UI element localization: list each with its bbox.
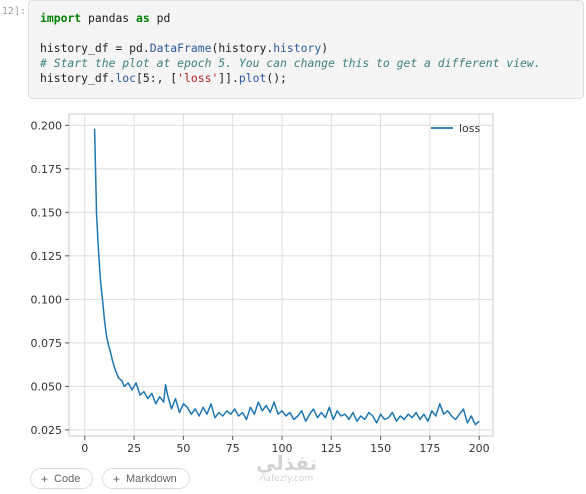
x-tick-label: 175 — [419, 442, 440, 455]
code-line-3: history_df = pd.DataFrame(history.histor… — [40, 41, 328, 55]
code-string: 'loss' — [177, 71, 219, 85]
code-token: pandas — [81, 11, 137, 25]
code-line-1: import pandas as pd — [40, 11, 170, 25]
y-tick-label: 0.125 — [31, 250, 63, 263]
watermark: نفذلي nafezly.com — [256, 452, 317, 484]
x-tick-label: 125 — [321, 442, 342, 455]
code-line-4-comment: # Start the plot at epoch 5. You can cha… — [40, 56, 541, 70]
code-attribute: DataFrame — [149, 41, 212, 55]
series-layer — [93, 128, 480, 426]
x-tick-label: 50 — [176, 442, 190, 455]
y-tick-label: 0.150 — [31, 206, 63, 219]
code-attribute: history — [273, 41, 322, 55]
code-cell-editor[interactable]: import pandas as pd history_df = pd.Data… — [28, 0, 584, 99]
code-attribute: plot — [238, 71, 267, 85]
code-token: history_df = pd. — [40, 41, 150, 55]
y-tick-label: 0.100 — [31, 293, 63, 306]
legend: loss — [431, 122, 481, 135]
x-tick-label: 200 — [469, 442, 490, 455]
plus-icon: + — [113, 471, 121, 486]
x-tick-label: 150 — [370, 442, 391, 455]
code-token: ) — [321, 41, 329, 55]
legend-label: loss — [459, 122, 481, 135]
plot-frame — [68, 113, 494, 437]
x-tick-label: 0 — [81, 442, 88, 455]
watermark-latin: nafezly.com — [259, 474, 314, 484]
code-token: ]]. — [218, 71, 239, 85]
x-tick-label: 75 — [226, 442, 240, 455]
cell-output-plot: 0 25 50 75 100 125 150 175 200 0.025 0.050 0.075 0.1… — [0, 108, 586, 458]
add-markdown-cell-button[interactable]: + Markdown — [102, 468, 190, 489]
x-tick-label: 25 — [127, 442, 141, 455]
grid-lines — [69, 114, 493, 436]
add-code-cell-button[interactable]: + Code — [30, 468, 94, 489]
code-token: history_df. — [40, 71, 116, 85]
y-tick-label: 0.200 — [31, 119, 63, 132]
add-markdown-label: Markdown — [126, 472, 177, 485]
code-attribute: loc — [115, 71, 137, 85]
code-token: (history. — [211, 41, 274, 55]
loss-line-chart: 0 25 50 75 100 125 150 175 200 0.025 0.050 0.075 0.1… — [31, 113, 494, 455]
code-keyword: import — [40, 11, 82, 25]
y-tick-label: 0.025 — [31, 424, 63, 437]
loss-series-line — [93, 128, 480, 426]
y-tick-label: 0.050 — [31, 380, 63, 393]
cell-execution-count: 12]: — [1, 6, 26, 17]
y-tick-label: 0.075 — [31, 337, 63, 350]
code-token: pd — [149, 11, 171, 25]
code-line-5: history_df.loc[5:, ['loss']].plot(); — [40, 71, 287, 85]
watermark-arabic: نفذلي — [256, 451, 318, 475]
axis-ticks: 0 25 50 75 100 125 150 175 200 0.025 0.050 0.075 0.1… — [31, 119, 490, 455]
add-code-label: Code — [54, 472, 81, 485]
code-keyword: as — [136, 11, 150, 25]
x-tick-label: 100 — [271, 442, 292, 455]
y-tick-label: 0.175 — [31, 163, 63, 176]
code-token: [5:, [ — [136, 71, 178, 85]
plus-icon: + — [41, 471, 49, 486]
code-token: (); — [266, 71, 287, 85]
